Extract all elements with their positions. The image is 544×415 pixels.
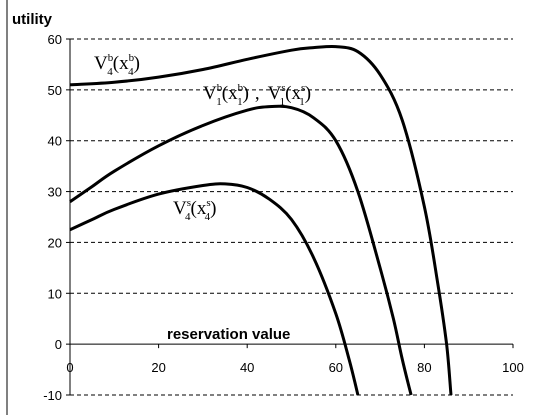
curve-label-v4s: Vs 4(xs 4) (173, 197, 216, 223)
y-tick-label: -10 (43, 388, 62, 403)
gridlines (70, 38, 513, 396)
series-line-0 (69, 44, 453, 396)
y-tick-label: 10 (48, 286, 62, 301)
y-tick-label: 20 (48, 235, 62, 250)
y-tick-label: 30 (48, 185, 62, 200)
x-axis-title: reservation value (167, 326, 290, 343)
y-tick-label: 40 (48, 134, 62, 149)
y-axis-title: utility (12, 11, 53, 28)
y-tick-label: 60 (48, 32, 62, 47)
x-tick-label: 100 (502, 360, 524, 375)
x-tick-label: 0 (66, 360, 73, 375)
x-tick-label: 80 (417, 360, 431, 375)
y-tick-label: 50 (48, 83, 62, 98)
x-tick-label: 40 (240, 360, 254, 375)
x-tick-label: 20 (151, 360, 165, 375)
series-line-1 (69, 104, 413, 396)
axes (66, 38, 514, 396)
curves (69, 44, 453, 396)
series-line-2 (69, 182, 360, 396)
y-tick-label: 0 (55, 337, 62, 352)
curve-label-v1: Vb 1(xb 1), Vs 1(xs 1) (203, 82, 311, 108)
curve-label-v4b: Vb 4(xb 4) (94, 52, 140, 78)
tick-labels: -10 0 10 20 30 40 50 60 0 20 40 60 80 100 (43, 32, 524, 403)
x-tick-label: 60 (329, 360, 343, 375)
